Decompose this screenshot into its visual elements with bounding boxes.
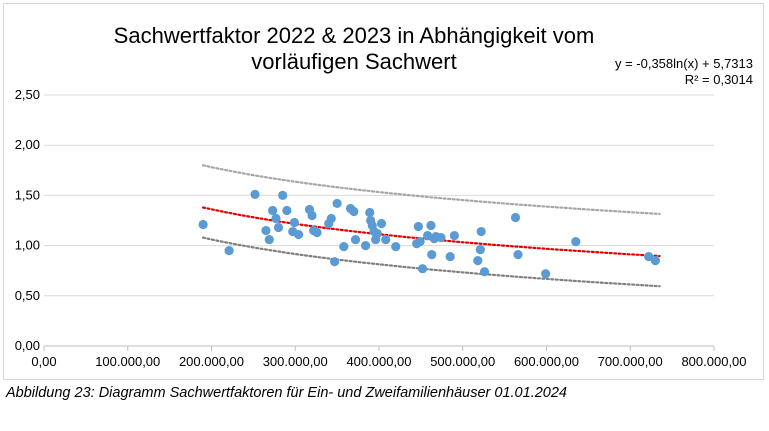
data-point xyxy=(294,229,304,240)
data-point xyxy=(261,225,271,236)
x-tick-label: 400.000,00 xyxy=(346,354,411,369)
data-point xyxy=(417,264,428,274)
grid-lines xyxy=(44,94,714,297)
data-point xyxy=(289,217,300,228)
chart-title-line-1: Sachwertfaktor 2022 & 2023 in Abhängigke… xyxy=(113,23,595,48)
data-point xyxy=(449,230,459,241)
scatter-points xyxy=(198,189,660,279)
y-tick-label: 1,50 xyxy=(15,187,40,202)
data-point xyxy=(513,250,523,260)
data-point xyxy=(349,206,359,217)
data-point xyxy=(571,236,581,247)
trendline-equation: y = -0,358ln(x) + 5,7313 xyxy=(614,56,753,71)
data-point xyxy=(282,205,292,216)
data-point xyxy=(326,213,336,224)
data-point xyxy=(224,246,234,256)
figure-caption: Abbildung 23: Diagramm Sachwertfaktoren … xyxy=(6,385,567,401)
data-point xyxy=(426,220,436,231)
data-point xyxy=(312,227,322,238)
data-point xyxy=(475,245,485,255)
data-point xyxy=(541,269,551,279)
x-tick-label: 200.000,00 xyxy=(179,354,244,369)
data-point xyxy=(307,210,317,221)
trendline-r-squared: R² = 0,3014 xyxy=(684,72,753,87)
data-point xyxy=(510,212,521,223)
upper-bound-curve xyxy=(202,164,661,215)
data-point xyxy=(271,213,281,224)
data-point xyxy=(413,221,423,232)
y-tick-label: 2,50 xyxy=(15,87,40,102)
data-point xyxy=(268,205,278,216)
data-point xyxy=(250,189,260,199)
data-point xyxy=(273,222,284,233)
data-point xyxy=(330,257,340,267)
chart-title-line-2: vorläufigen Sachwert xyxy=(251,49,457,74)
x-tick-label: 700.000,00 xyxy=(598,354,663,369)
data-point xyxy=(427,250,437,260)
x-tick-label: 600.000,00 xyxy=(514,354,579,369)
x-tick-label: 800.000,00 xyxy=(681,354,746,369)
data-point xyxy=(473,256,483,266)
data-point xyxy=(376,218,387,229)
lower-bound-curve xyxy=(202,236,661,288)
y-tick-label: 0,50 xyxy=(15,288,40,303)
y-tick-label: 1,00 xyxy=(15,238,40,253)
data-point xyxy=(436,232,446,243)
data-point xyxy=(198,219,208,230)
y-tick-label: 0,00 xyxy=(15,338,40,353)
x-tick-label: 300.000,00 xyxy=(263,354,328,369)
data-point xyxy=(415,236,425,247)
chart-plot: 0,00 0,50 1,00 1,50 2,00 2,50 0,00 100.000,00 20… xyxy=(15,87,747,369)
x-tick-label: 100.000,00 xyxy=(95,354,160,369)
tick-labels: 0,00 0,50 1,00 1,50 2,00 2,50 0,00 100.000,00 20… xyxy=(15,87,747,369)
chart-frame: Sachwertfaktor 2022 & 2023 in Abhängigke… xyxy=(3,3,764,380)
data-point xyxy=(372,228,382,239)
data-point xyxy=(476,226,486,237)
axes xyxy=(43,345,715,351)
data-point xyxy=(650,256,660,266)
data-point xyxy=(365,207,375,218)
y-tick-label: 2,00 xyxy=(15,137,40,152)
data-point xyxy=(332,198,342,209)
data-point xyxy=(278,190,288,200)
data-point xyxy=(339,242,349,252)
data-point xyxy=(479,267,490,277)
data-point xyxy=(264,234,274,245)
x-tick-label: 500.000,00 xyxy=(430,354,495,369)
data-point xyxy=(391,242,401,252)
data-point xyxy=(644,252,654,262)
data-point xyxy=(445,252,455,262)
data-point xyxy=(381,234,391,245)
data-point xyxy=(361,241,371,251)
x-tick-label: 0,00 xyxy=(31,354,56,369)
data-point xyxy=(350,234,361,245)
